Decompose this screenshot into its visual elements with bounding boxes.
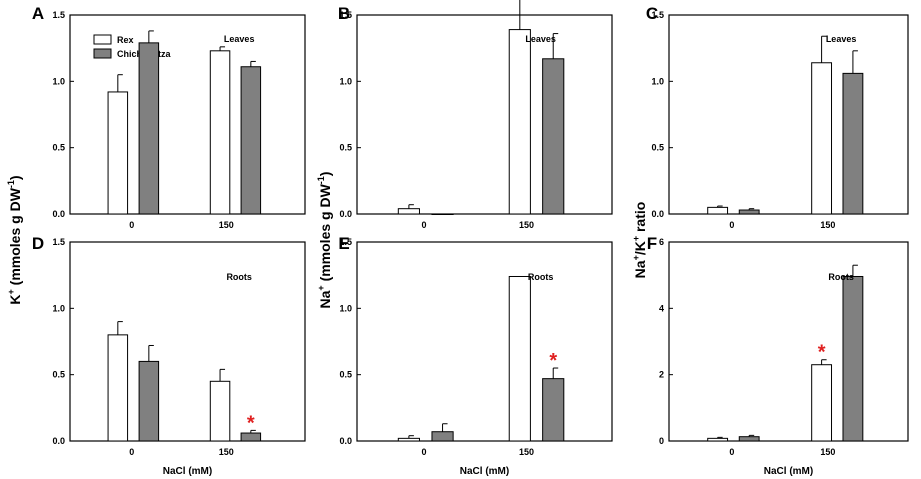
bar-chichen-itza-150 (542, 58, 565, 215)
legend: Rex Chichen-Itza (93, 34, 171, 59)
y-tick-label: 1.0 (52, 76, 65, 86)
legend-label-rex: Rex (117, 35, 134, 45)
plot-frame (356, 14, 613, 215)
panel-d: 0.0 0.5 1.0 1.5 0 150 * Roots D NaCl (mM) (32, 234, 306, 477)
y-tick-label: 1.5 (52, 10, 65, 20)
significance-star: * (818, 342, 826, 364)
y-tick-label: 0 (659, 436, 664, 446)
x-axis-label: NaCl (mM) (764, 466, 813, 477)
x-tick-label: 0 (422, 220, 427, 230)
y-tick-label: 0.5 (339, 143, 352, 153)
bar-chichen-itza-150 (842, 72, 864, 215)
panel-letter: C (646, 4, 658, 23)
tissue-label: Leaves (525, 34, 556, 44)
tissue-label: Roots (528, 272, 554, 282)
x-tick-label: 0 (422, 447, 427, 457)
bar-rex-0 (707, 437, 729, 442)
plot-frame (356, 241, 613, 442)
ylabel-na: Na+ (mmoles g DW-1) (316, 172, 333, 309)
plot-frame (69, 14, 306, 215)
bar-chichen-itza-0 (738, 436, 760, 442)
x-tick-label: 0 (729, 220, 734, 230)
panel-c: 0.0 0.5 1.0 1.5 0 150 Leaves C (646, 4, 909, 230)
bar-chichen-itza-0 (138, 42, 160, 215)
x-tick-label: 150 (519, 220, 534, 230)
plot-frame (69, 241, 306, 442)
bar-chichen-itza-150 (542, 378, 565, 442)
y-tick-label: 1.0 (52, 303, 65, 313)
panel-letter: F (647, 234, 657, 253)
bar-rex-0 (397, 208, 420, 215)
bar-rex-150 (811, 364, 833, 442)
plot-frame (668, 241, 909, 442)
bar-chichen-itza-0 (738, 209, 760, 215)
bar-chichen-itza-0 (138, 360, 160, 442)
tissue-label: Leaves (826, 34, 857, 44)
x-axis-label: NaCl (mM) (163, 466, 212, 477)
x-tick-label: 150 (519, 447, 534, 457)
significance-star: * (247, 412, 255, 434)
x-tick-label: 150 (820, 220, 835, 230)
bar-rex-0 (107, 91, 129, 215)
panel-letter: A (32, 4, 44, 23)
bar-rex-150 (209, 50, 231, 215)
bar-rex-0 (707, 206, 729, 215)
bar-chichen-itza-150 (240, 66, 262, 215)
y-tick-label: 0.0 (651, 209, 664, 219)
ylabel-k: K+ (mmoles g DW-1) (6, 175, 23, 304)
legend-swatch-rex (93, 34, 112, 45)
legend-swatch-chichen (93, 48, 112, 59)
panel-f: 0 2 4 6 0 150 * Roots F NaCl (mM) (647, 234, 909, 477)
y-tick-label: 0.0 (52, 436, 65, 446)
bar-rex-0 (107, 334, 129, 442)
y-tick-label: 0.5 (651, 143, 664, 153)
y-tick-label: 1.5 (339, 237, 352, 247)
y-tick-label: 1.0 (651, 76, 664, 86)
bar-rex-150 (811, 62, 833, 215)
tissue-label: Leaves (224, 34, 255, 44)
x-axis-label: NaCl (mM) (460, 466, 509, 477)
x-tick-label: 150 (219, 447, 234, 457)
panel-a: 0.0 0.5 1.0 1.5 0 150 Leaves A (32, 4, 306, 230)
y-tick-label: 0.5 (52, 370, 65, 380)
y-tick-label: 2 (659, 370, 664, 380)
plot-frame (668, 14, 909, 215)
panel-e: 0.0 0.5 1.0 1.5 0 150 * Roots E NaCl (mM) (338, 234, 613, 477)
panel-letter: B (338, 4, 350, 23)
tissue-label: Roots (226, 272, 252, 282)
x-tick-label: 150 (219, 220, 234, 230)
tissue-label: Roots (828, 272, 854, 282)
panel-b: 0.0 0.5 1.0 1.5 0 150 Leaves B (338, 0, 613, 230)
bar-rex-150 (508, 29, 531, 215)
bar-chichen-itza-0 (431, 213, 454, 215)
y-tick-label: 1.5 (52, 237, 65, 247)
y-tick-label: 1.0 (339, 76, 352, 86)
y-tick-label: 1.5 (651, 10, 664, 20)
x-tick-label: 150 (820, 447, 835, 457)
panel-letter: E (338, 234, 349, 253)
significance-star: * (549, 350, 557, 372)
bar-rex-150 (508, 275, 531, 442)
bar-chichen-itza-150 (842, 275, 864, 442)
y-tick-label: 0.0 (339, 436, 352, 446)
ylabel-ratio: Na+/K+ ratio (631, 202, 648, 279)
y-tick-label: 0.5 (339, 370, 352, 380)
x-tick-label: 0 (129, 220, 134, 230)
y-tick-label: 1.0 (339, 303, 352, 313)
y-tick-label: 0.0 (52, 209, 65, 219)
bar-rex-150 (209, 380, 231, 442)
y-tick-label: 4 (659, 303, 664, 313)
y-tick-label: 1.5 (339, 10, 352, 20)
x-tick-label: 0 (129, 447, 134, 457)
y-tick-label: 6 (659, 237, 664, 247)
bar-rex-0 (397, 437, 420, 442)
y-tick-label: 0.5 (52, 143, 65, 153)
bar-chichen-itza-0 (431, 431, 454, 442)
y-tick-label: 0.0 (339, 209, 352, 219)
panel-letter: D (32, 234, 44, 253)
x-tick-label: 0 (729, 447, 734, 457)
